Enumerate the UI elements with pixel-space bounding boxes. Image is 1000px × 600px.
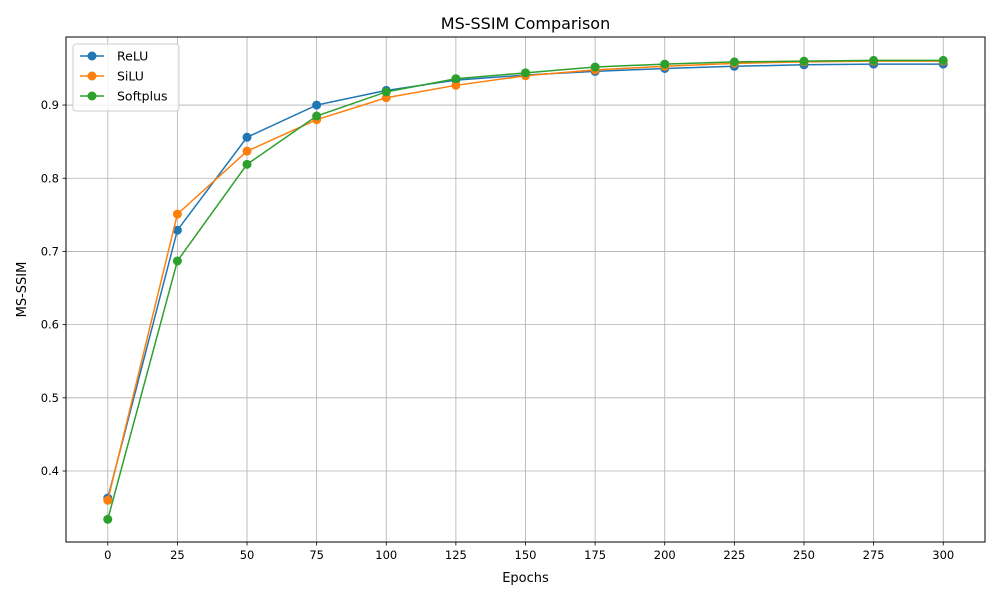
data-point bbox=[172, 209, 182, 219]
data-point bbox=[799, 56, 809, 66]
data-point bbox=[660, 59, 670, 69]
legend-marker bbox=[87, 51, 97, 61]
x-tick-label: 0 bbox=[104, 548, 111, 562]
legend-item: SiLU bbox=[80, 69, 144, 84]
plot-frame bbox=[65, 36, 986, 543]
x-tick-label: 250 bbox=[793, 548, 815, 562]
y-tick-label: 0.9 bbox=[41, 98, 59, 112]
y-tick-label: 0.7 bbox=[41, 244, 59, 258]
legend-marker bbox=[87, 71, 97, 81]
data-point bbox=[103, 495, 113, 505]
legend: ReLU SiLU Softplus bbox=[72, 43, 180, 112]
series-softplus bbox=[103, 55, 948, 524]
data-point bbox=[103, 514, 113, 524]
data-point bbox=[242, 132, 252, 142]
x-axis-label: Epochs bbox=[502, 571, 549, 586]
data-point bbox=[729, 57, 739, 67]
x-tick-label: 275 bbox=[863, 548, 885, 562]
y-axis-label: MS-SSIM bbox=[15, 262, 30, 318]
legend-label: ReLU bbox=[117, 49, 148, 64]
legend-item: Softplus bbox=[80, 89, 168, 104]
data-point bbox=[869, 55, 879, 65]
y-tick-label: 0.4 bbox=[41, 464, 59, 478]
data-point bbox=[938, 55, 948, 65]
x-tick-label: 100 bbox=[375, 548, 397, 562]
chart-title: MS-SSIM Comparison bbox=[441, 14, 610, 33]
legend-marker bbox=[87, 91, 97, 101]
data-point bbox=[451, 74, 461, 84]
x-tick-label: 125 bbox=[445, 548, 467, 562]
data-point bbox=[312, 100, 322, 110]
data-point bbox=[590, 62, 600, 72]
legend-label: SiLU bbox=[117, 69, 144, 84]
legend-box bbox=[72, 43, 180, 112]
data-point bbox=[172, 225, 182, 235]
y-tick-label: 0.5 bbox=[41, 391, 59, 405]
x-tick-label: 150 bbox=[515, 548, 537, 562]
x-tick-label: 300 bbox=[932, 548, 954, 562]
data-point bbox=[451, 80, 461, 90]
x-tick-label: 75 bbox=[309, 548, 324, 562]
data-point bbox=[521, 68, 530, 78]
data-point bbox=[312, 111, 322, 121]
data-point bbox=[172, 256, 182, 266]
x-tick-label: 50 bbox=[240, 548, 255, 562]
y-tick-label: 0.8 bbox=[41, 171, 59, 185]
data-point bbox=[242, 159, 252, 169]
data-point bbox=[242, 146, 252, 156]
x-tick-label: 225 bbox=[723, 548, 745, 562]
legend-item: ReLU bbox=[80, 49, 148, 64]
legend-label: Softplus bbox=[117, 89, 168, 104]
x-tick-label: 175 bbox=[584, 548, 606, 562]
x-tick-label: 25 bbox=[170, 548, 185, 562]
data-point bbox=[381, 87, 391, 97]
x-tick-label: 200 bbox=[654, 548, 676, 562]
y-tick-label: 0.6 bbox=[41, 318, 59, 332]
